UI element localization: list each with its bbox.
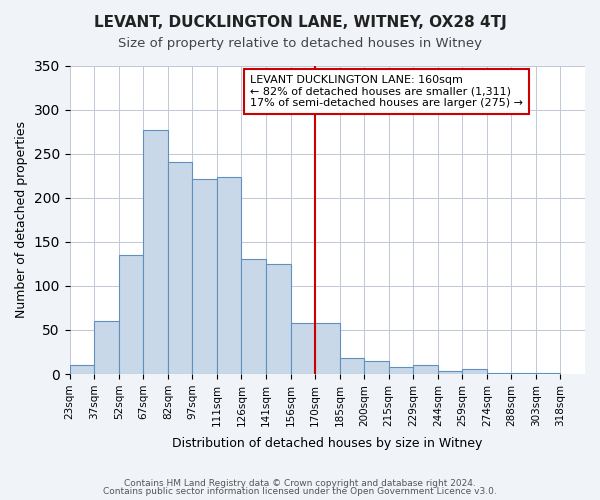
Bar [462, 369, 487, 374]
Text: LEVANT, DUCKLINGTON LANE, WITNEY, OX28 4TJ: LEVANT, DUCKLINGTON LANE, WITNEY, OX28 4… [94, 15, 506, 30]
Text: Contains public sector information licensed under the Open Government Licence v3: Contains public sector information licen… [103, 487, 497, 496]
Bar [143, 130, 168, 374]
Text: Size of property relative to detached houses in Witney: Size of property relative to detached ho… [118, 38, 482, 51]
Bar [340, 358, 364, 374]
X-axis label: Distribution of detached houses by size in Witney: Distribution of detached houses by size … [172, 437, 482, 450]
Y-axis label: Number of detached properties: Number of detached properties [15, 122, 28, 318]
Bar [119, 255, 143, 374]
Bar [168, 162, 193, 374]
Bar [217, 176, 241, 374]
Bar [266, 264, 290, 374]
Bar [315, 323, 340, 374]
Bar [487, 373, 511, 374]
Bar [94, 321, 119, 374]
Bar [70, 365, 94, 374]
Bar [413, 365, 438, 374]
Bar [193, 179, 217, 374]
Bar [536, 373, 560, 374]
Bar [511, 373, 536, 374]
Text: Contains HM Land Registry data © Crown copyright and database right 2024.: Contains HM Land Registry data © Crown c… [124, 478, 476, 488]
Bar [290, 323, 315, 374]
Bar [241, 260, 266, 374]
Bar [438, 370, 462, 374]
Bar [364, 361, 389, 374]
Bar [389, 367, 413, 374]
Text: LEVANT DUCKLINGTON LANE: 160sqm
← 82% of detached houses are smaller (1,311)
17%: LEVANT DUCKLINGTON LANE: 160sqm ← 82% of… [250, 75, 523, 108]
